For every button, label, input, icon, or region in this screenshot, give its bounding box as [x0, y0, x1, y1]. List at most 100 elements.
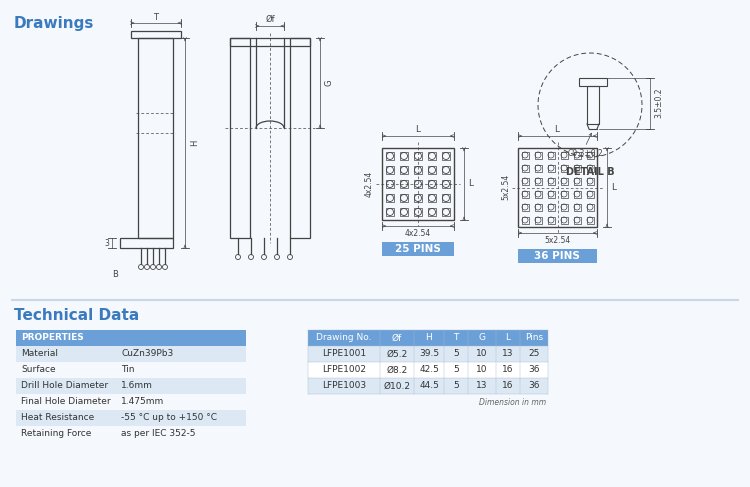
Text: 5: 5	[453, 366, 459, 375]
Text: 13: 13	[503, 350, 514, 358]
Bar	[522, 152, 529, 159]
Bar	[574, 217, 581, 224]
Text: 10: 10	[476, 350, 488, 358]
Bar	[428, 166, 436, 174]
Text: Drawing No.: Drawing No.	[316, 334, 372, 342]
Bar	[574, 191, 581, 198]
Text: L: L	[468, 180, 473, 188]
Text: Øf: Øf	[392, 334, 402, 342]
Bar	[382, 148, 454, 220]
Text: 5: 5	[453, 381, 459, 391]
Bar	[561, 217, 568, 224]
Text: 36: 36	[528, 381, 540, 391]
Bar	[574, 204, 581, 211]
Bar	[414, 152, 422, 160]
Text: Tin: Tin	[121, 366, 134, 375]
Bar	[386, 166, 394, 174]
Text: Drawings: Drawings	[14, 16, 94, 31]
Bar	[574, 165, 581, 172]
Bar	[518, 249, 597, 263]
Bar	[442, 208, 450, 216]
Text: 16: 16	[503, 366, 514, 375]
Bar	[414, 180, 422, 188]
Bar	[138, 38, 173, 238]
Bar	[535, 152, 542, 159]
Bar	[518, 148, 597, 227]
Text: 25 PINS: 25 PINS	[395, 244, 441, 254]
Text: H: H	[190, 140, 199, 146]
Text: Drill Hole Diameter: Drill Hole Diameter	[21, 381, 108, 391]
Text: 44.5: 44.5	[419, 381, 439, 391]
Bar	[428, 194, 436, 202]
Bar	[587, 217, 594, 224]
Text: 4x2.54: 4x2.54	[365, 171, 374, 197]
Text: Dimension in mm: Dimension in mm	[478, 398, 546, 407]
Bar	[561, 178, 568, 185]
Bar	[16, 378, 246, 394]
Bar	[442, 194, 450, 202]
Text: as per IEC 352-5: as per IEC 352-5	[121, 430, 196, 438]
Text: 10: 10	[476, 366, 488, 375]
Text: 42.5: 42.5	[419, 366, 439, 375]
Bar	[587, 204, 594, 211]
Text: LFPE1003: LFPE1003	[322, 381, 366, 391]
Bar	[428, 152, 436, 160]
Text: Ø8.2: Ø8.2	[386, 366, 408, 375]
Bar	[574, 152, 581, 159]
Bar	[382, 242, 454, 256]
Bar	[308, 378, 548, 394]
Bar	[308, 330, 548, 346]
Text: 13: 13	[476, 381, 488, 391]
Text: Øf: Øf	[266, 15, 274, 24]
Text: B: B	[112, 270, 118, 279]
Bar	[290, 38, 310, 238]
Text: 1.475mm: 1.475mm	[121, 397, 164, 407]
Text: Ø5.2: Ø5.2	[386, 350, 408, 358]
Bar	[548, 178, 555, 185]
Bar	[400, 208, 408, 216]
Bar	[522, 204, 529, 211]
Bar	[522, 217, 529, 224]
Text: L: L	[416, 125, 421, 134]
Bar	[120, 238, 173, 248]
Text: Technical Data: Technical Data	[14, 308, 140, 323]
Bar	[535, 204, 542, 211]
Bar	[535, 165, 542, 172]
Bar	[587, 165, 594, 172]
Text: 5x2.54: 5x2.54	[501, 174, 510, 200]
Bar	[535, 178, 542, 185]
Text: Heat Resistance: Heat Resistance	[21, 413, 94, 423]
Bar	[131, 31, 181, 38]
Bar	[386, 208, 394, 216]
Bar	[16, 330, 246, 346]
Text: L: L	[611, 183, 616, 191]
Bar	[522, 165, 529, 172]
Bar	[561, 191, 568, 198]
Text: CuZn39Pb3: CuZn39Pb3	[121, 350, 173, 358]
Text: Final Hole Diameter: Final Hole Diameter	[21, 397, 111, 407]
Text: T: T	[154, 13, 158, 22]
Bar	[400, 194, 408, 202]
Bar	[16, 346, 246, 362]
Text: DETAIL B: DETAIL B	[566, 167, 614, 177]
Text: C0.3±0.2: C0.3±0.2	[567, 149, 603, 158]
Text: 39.5: 39.5	[419, 350, 439, 358]
Bar	[587, 191, 594, 198]
Bar	[548, 152, 555, 159]
Bar	[587, 178, 594, 185]
Text: H: H	[426, 334, 432, 342]
Text: 1.6mm: 1.6mm	[121, 381, 153, 391]
Text: Pins: Pins	[525, 334, 543, 342]
Text: LFPE1002: LFPE1002	[322, 366, 366, 375]
Text: 36 PINS: 36 PINS	[534, 251, 580, 261]
Text: PROPERTIES: PROPERTIES	[21, 334, 84, 342]
Text: G: G	[478, 334, 485, 342]
Text: L: L	[506, 334, 511, 342]
Text: L: L	[554, 125, 560, 134]
Text: T: T	[453, 334, 459, 342]
Text: LFPE1001: LFPE1001	[322, 350, 366, 358]
Bar	[414, 208, 422, 216]
Bar	[308, 346, 548, 362]
Text: Surface: Surface	[21, 366, 56, 375]
Bar	[386, 152, 394, 160]
